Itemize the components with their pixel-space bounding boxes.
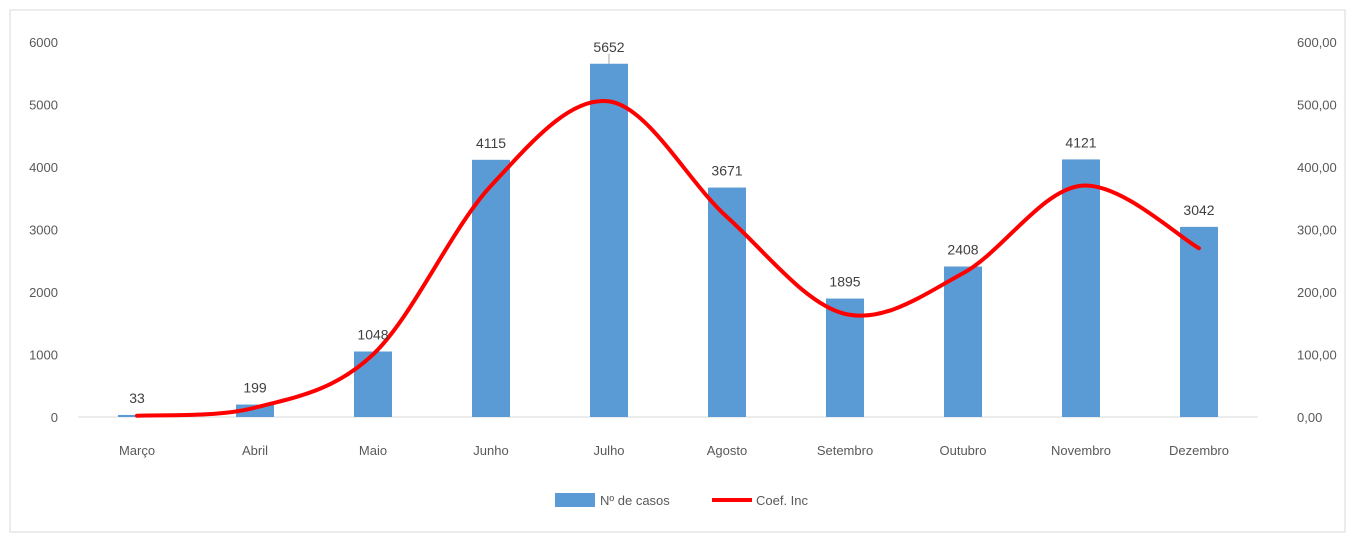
right-axis-ticks: 0,00 100,00 200,00 300,00 400,00 500,00 600,00: [1297, 35, 1337, 425]
bar: [1180, 226, 1218, 417]
bar-data-label: 1895: [829, 274, 860, 290]
bar: [236, 404, 274, 417]
category-label: Setembro: [817, 443, 873, 458]
bar-data-label: 3671: [711, 163, 742, 179]
left-tick-label: 2000: [29, 285, 58, 300]
bar: [354, 351, 392, 417]
category-label: Junho: [473, 443, 508, 458]
legend-line-label: Coef. Inc: [756, 493, 809, 508]
legend-bar-swatch: [555, 493, 595, 507]
bar-data-label: 3042: [1183, 202, 1214, 218]
category-label: Março: [119, 443, 155, 458]
bar-data-label: 2408: [947, 242, 978, 258]
right-tick-label: 600,00: [1297, 35, 1337, 50]
chart-border: [9, 9, 1346, 533]
data-labels: 33 199 1048 4115 5652 3671 1895 2408 4121 3042: [129, 39, 1215, 406]
category-label: Abril: [242, 443, 268, 458]
category-label: Dezembro: [1169, 443, 1229, 458]
bar-data-label: 1048: [357, 327, 388, 343]
right-tick-label: 300,00: [1297, 223, 1337, 238]
right-tick-label: 400,00: [1297, 160, 1337, 175]
right-tick-label: 0,00: [1297, 410, 1322, 425]
left-tick-label: 5000: [29, 98, 58, 113]
right-tick-label: 500,00: [1297, 98, 1337, 113]
legend: Nº de casos Coef. Inc: [555, 493, 809, 508]
left-tick-label: 3000: [29, 223, 58, 238]
bar: [826, 298, 864, 417]
bar-data-label: 4115: [476, 135, 506, 151]
bar-data-label: 4121: [1065, 134, 1096, 150]
bar: [472, 159, 510, 417]
bar: [944, 266, 982, 417]
category-labels: Março Abril Maio Junho Julho Agosto Setembro Ou…: [119, 443, 1229, 458]
category-label: Maio: [359, 443, 387, 458]
left-tick-label: 4000: [29, 160, 58, 175]
bar-series: [118, 63, 1218, 417]
legend-bar-label: Nº de casos: [600, 493, 670, 508]
coef-inc-line: [135, 99, 1201, 418]
right-tick-label: 100,00: [1297, 348, 1337, 363]
left-tick-label: 0: [51, 410, 58, 425]
right-tick-label: 200,00: [1297, 285, 1337, 300]
category-label: Agosto: [707, 443, 747, 458]
bar-data-label: 33: [129, 390, 145, 406]
category-label: Novembro: [1051, 443, 1111, 458]
left-tick-label: 1000: [29, 348, 58, 363]
left-tick-label: 6000: [29, 35, 58, 50]
line-series: [135, 99, 1201, 418]
bar: [1062, 159, 1100, 417]
category-label: Julho: [593, 443, 624, 458]
left-axis-ticks: 0 1000 2000 3000 4000 5000 6000: [29, 35, 58, 425]
bar: [708, 187, 746, 417]
bar-data-label: 5652: [593, 39, 624, 55]
category-label: Outubro: [940, 443, 987, 458]
bar: [590, 63, 628, 417]
bar-data-label: 199: [243, 380, 267, 396]
